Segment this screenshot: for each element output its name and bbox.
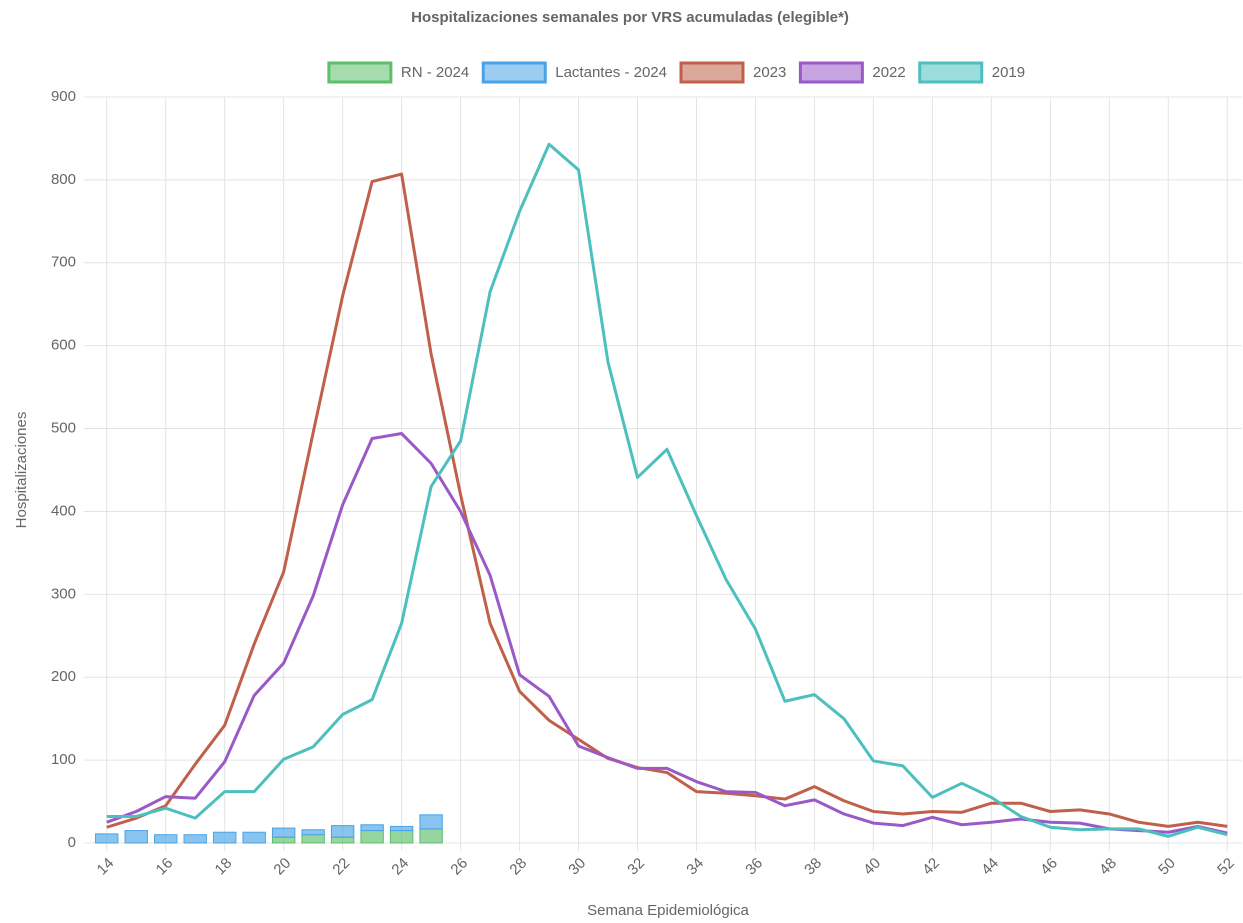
- x-tick-label: 14: [94, 855, 118, 879]
- bar: [95, 833, 119, 844]
- x-tick-label: 32: [624, 855, 648, 879]
- x-tick-label: 42: [919, 855, 943, 879]
- bar: [360, 824, 384, 832]
- legend: RN - 2024 Lactantes - 2024 2023 2022 2019: [327, 61, 1025, 84]
- chart-title: Hospitalizaciones semanales por VRS acum…: [411, 9, 849, 26]
- bar: [419, 814, 443, 830]
- bar: [271, 827, 296, 838]
- line: [106, 172, 1228, 829]
- y-tick-label: 100: [51, 751, 76, 768]
- x-tick-label: 38: [801, 855, 825, 879]
- y-tick-label: 900: [51, 88, 76, 105]
- bar: [271, 836, 296, 844]
- bar: [330, 825, 355, 838]
- y-tick-label: 200: [51, 668, 76, 685]
- bar: [389, 825, 414, 832]
- line: [106, 432, 1228, 835]
- y-axis-label: Hospitalizaciones: [13, 412, 30, 529]
- x-tick-label: 16: [153, 855, 177, 879]
- legend-label: 2023: [753, 64, 786, 81]
- x-tick-label: 46: [1037, 855, 1061, 879]
- y-tick-label: 0: [68, 834, 76, 851]
- bar: [183, 834, 207, 844]
- y-tick-label: 400: [51, 502, 76, 519]
- y-tick-label: 700: [51, 254, 76, 271]
- x-tick-label: 34: [683, 855, 707, 879]
- legend-label: 2022: [872, 64, 905, 81]
- bar: [242, 831, 266, 844]
- legend-label: Lactantes - 2024: [555, 64, 667, 81]
- line: [106, 142, 1228, 838]
- bar: [389, 830, 414, 844]
- x-tick-label: 20: [270, 855, 294, 879]
- x-tick-label: 18: [212, 855, 236, 879]
- bar: [419, 828, 443, 844]
- x-tick-label: 26: [447, 855, 471, 879]
- legend-swatch: [327, 61, 393, 84]
- bar: [124, 830, 148, 844]
- x-tick-label: 28: [506, 855, 530, 879]
- bar: [154, 834, 178, 844]
- bar: [301, 834, 325, 844]
- x-axis-label: Semana Epidemiológica: [587, 902, 749, 919]
- x-tick-label: 48: [1096, 855, 1120, 879]
- y-tick-label: 600: [51, 337, 76, 354]
- x-tick-label: 50: [1155, 855, 1179, 879]
- x-tick-label: 30: [565, 855, 589, 879]
- legend-label: RN - 2024: [401, 64, 469, 81]
- y-tick-label: 500: [51, 420, 76, 437]
- legend-swatch: [679, 61, 745, 84]
- x-tick-label: 40: [860, 855, 884, 879]
- bar: [330, 836, 355, 844]
- legend-swatch: [798, 61, 864, 84]
- x-tick-label: 44: [978, 855, 1002, 879]
- y-tick-label: 300: [51, 585, 76, 602]
- x-tick-label: 24: [388, 855, 412, 879]
- x-tick-label: 22: [329, 855, 353, 879]
- y-tick-label: 800: [51, 171, 76, 188]
- bar: [301, 829, 325, 836]
- x-tick-label: 36: [742, 855, 766, 879]
- legend-swatch: [481, 61, 547, 84]
- legend-label: 2019: [992, 64, 1025, 81]
- bar: [212, 831, 237, 844]
- x-tick-label: 52: [1214, 855, 1238, 879]
- legend-swatch: [918, 61, 984, 84]
- bar: [360, 830, 384, 844]
